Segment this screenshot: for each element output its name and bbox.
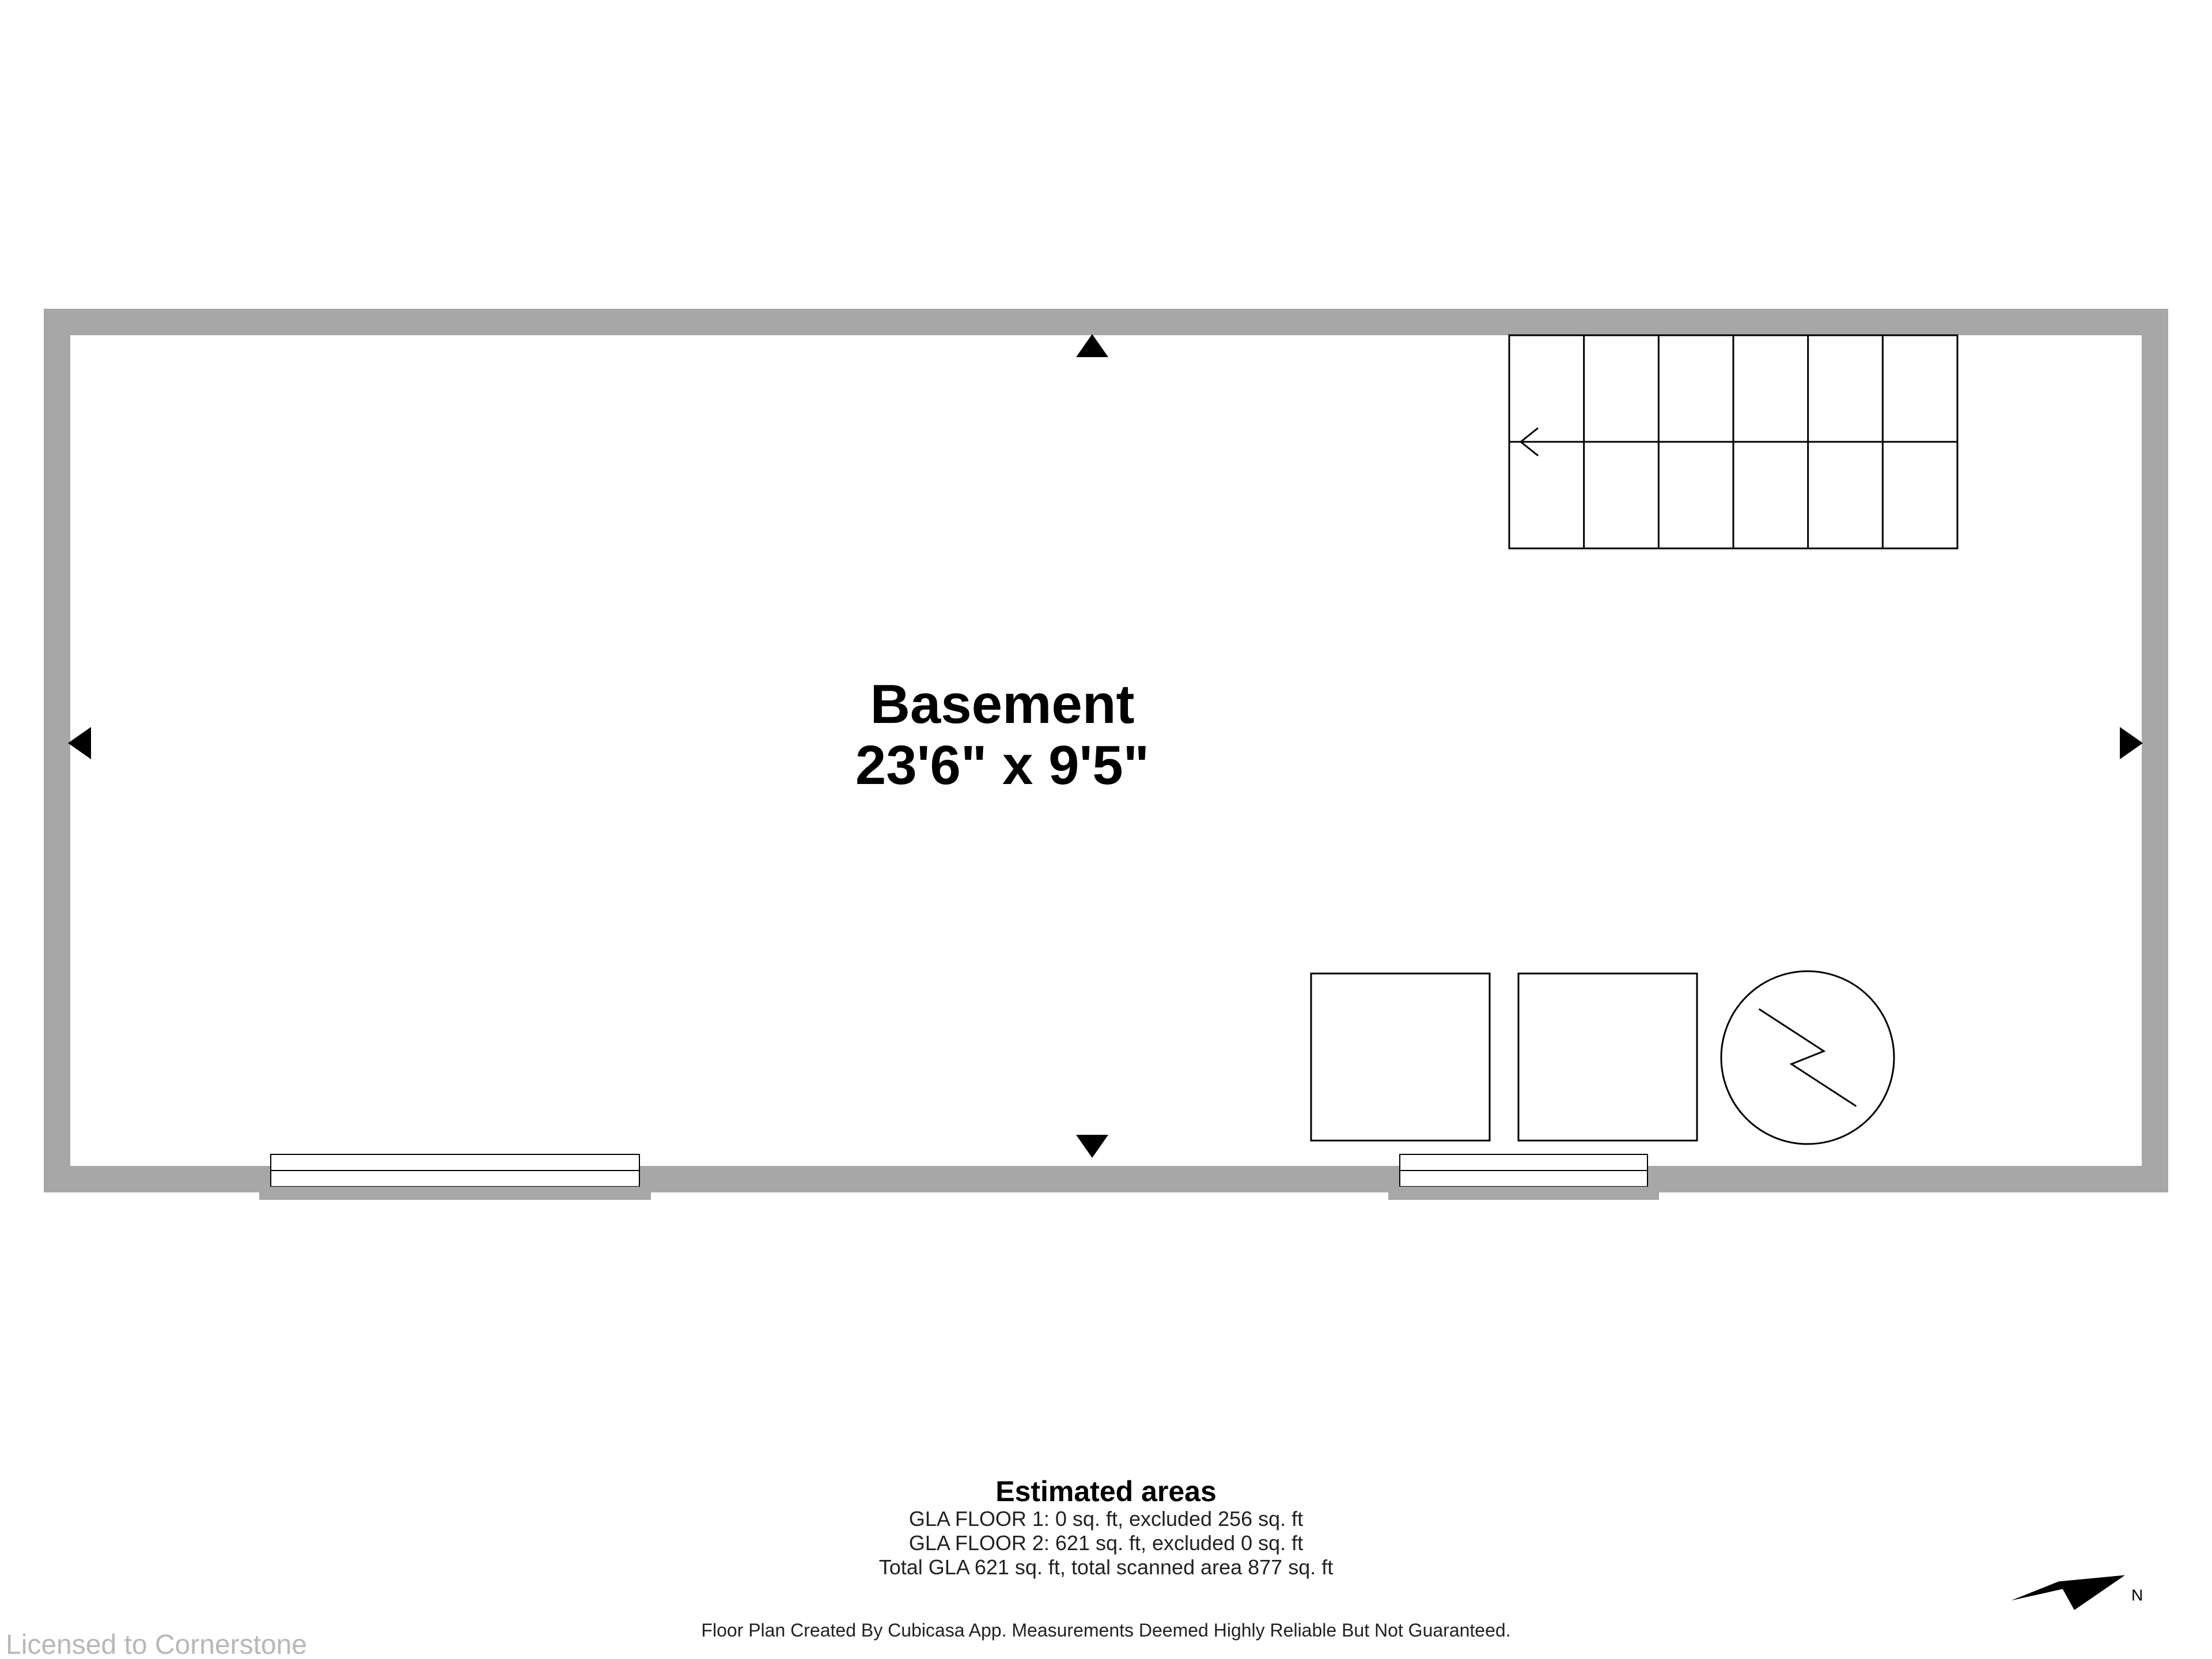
- stairs-icon: [1509, 335, 1957, 548]
- appliance-box-2: [1518, 974, 1697, 1141]
- room-dimensions: 23'6" x 9'5": [657, 735, 1348, 796]
- appliances: [1311, 971, 1894, 1144]
- floorplan-canvas: N Basement 23'6" x 9'5" Estimated areas …: [0, 0, 2212, 1659]
- floorplan-svg: N: [0, 0, 2212, 1659]
- room-name: Basement: [657, 674, 1348, 735]
- appliance-box-1: [1311, 974, 1490, 1141]
- estimated-areas-body: GLA FLOOR 1: 0 sq. ft, excluded 256 sq. …: [645, 1507, 1567, 1580]
- disclaimer-text: Floor Plan Created By Cubicasa App. Meas…: [415, 1620, 1797, 1641]
- compass-label: N: [2131, 1586, 2143, 1604]
- room-label: Basement 23'6" x 9'5": [657, 674, 1348, 796]
- license-text: Licensed to Cornerstone: [6, 1629, 307, 1659]
- estimated-areas-title: Estimated areas: [645, 1475, 1567, 1508]
- compass-icon: N: [2011, 1575, 2143, 1611]
